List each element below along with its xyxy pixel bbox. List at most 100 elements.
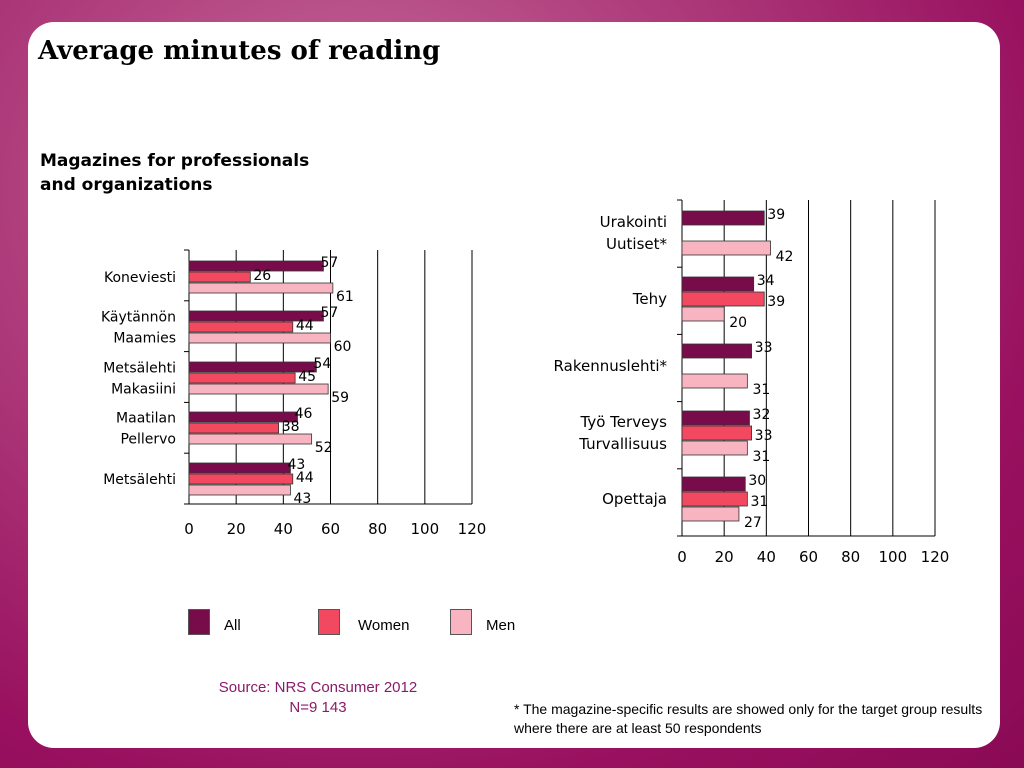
category-label: Opettaja	[602, 490, 667, 508]
bar-all	[681, 343, 752, 359]
legend-swatch-women	[318, 609, 340, 635]
chart-1: 0 20 40 60 80 100 120 Koneviesti 57 26 61 Käytännön…	[101, 249, 487, 538]
data-label-women: 33	[755, 428, 773, 444]
bar-men	[681, 440, 748, 456]
x-tick-label: 80	[368, 520, 387, 538]
data-label-all: 32	[753, 407, 771, 423]
x-tick-label: 120	[458, 520, 487, 538]
category-label: Uutiset*	[606, 235, 667, 253]
bar-women	[681, 425, 752, 441]
data-label-all: 39	[767, 207, 785, 223]
x-tick-label: 0	[184, 520, 194, 538]
legend-label-men: Men	[486, 617, 516, 634]
bar-all	[188, 462, 291, 474]
bar-women	[681, 491, 748, 507]
data-label-men: 31	[752, 382, 770, 398]
category-label: Turvallisuus	[578, 435, 667, 453]
bar-men	[188, 433, 313, 445]
bar-all	[681, 276, 755, 292]
x-tick-label: 20	[715, 548, 734, 566]
category-label: Pellervo	[120, 432, 176, 448]
subtitle-line-2: and organizations	[40, 175, 213, 195]
bar-all	[188, 411, 298, 423]
bar-all	[681, 410, 750, 426]
legend-label-all: All	[224, 617, 241, 634]
bar-men	[681, 306, 725, 322]
bar-men	[188, 383, 329, 395]
data-label-women: 45	[298, 369, 316, 385]
bar-all	[188, 260, 324, 272]
legend-swatch-all	[188, 609, 210, 635]
bar-women	[188, 422, 280, 434]
data-label-men: 60	[334, 339, 352, 355]
data-label-women: 26	[253, 268, 271, 284]
category-label: Tehy	[632, 290, 667, 308]
x-tick-label: 40	[274, 520, 293, 538]
category-label: Metsälehti	[103, 472, 176, 488]
data-label-all: 46	[295, 406, 313, 422]
x-tick-label: 40	[757, 548, 776, 566]
subtitle-line-1: Magazines for professionals	[40, 151, 310, 171]
page-title: Average minutes of reading	[38, 36, 441, 66]
data-label-men: 61	[336, 289, 354, 305]
category-label: Koneviesti	[104, 270, 176, 286]
data-label-men: 20	[729, 315, 747, 331]
data-label-women: 44	[296, 470, 314, 486]
data-label-all: 57	[321, 255, 339, 271]
data-label-all: 54	[313, 356, 331, 372]
bar-women	[188, 271, 251, 283]
x-tick-label: 100	[411, 520, 440, 538]
legend-label-women: Women	[358, 617, 410, 634]
x-tick-label: 60	[799, 548, 818, 566]
bar-men	[681, 240, 771, 256]
source-line-2: N=9 143	[289, 699, 347, 716]
bar-all	[681, 476, 746, 492]
data-label-all: 57	[321, 305, 339, 321]
data-label-all: 43	[287, 457, 305, 473]
legend: All Women Men	[188, 609, 568, 639]
category-label: Maatilan	[116, 411, 176, 427]
x-tick-label: 60	[321, 520, 340, 538]
category-label: Maamies	[113, 331, 176, 347]
x-tick-label: 120	[921, 548, 950, 566]
data-label-men: 52	[315, 440, 333, 456]
category-label: Työ Terveys	[580, 413, 668, 431]
bar-women	[681, 291, 765, 307]
data-label-women: 38	[282, 419, 300, 435]
footnote: * The magazine-specific results are show…	[514, 701, 983, 736]
bar-all	[681, 210, 765, 226]
data-label-all: 34	[757, 273, 775, 289]
bar-all	[188, 310, 324, 322]
bar-women	[188, 372, 296, 384]
bar-women	[188, 473, 294, 485]
bar-men	[188, 282, 334, 294]
data-label-men: 43	[293, 491, 311, 507]
data-label-men: 27	[744, 515, 762, 531]
data-label-women: 39	[767, 294, 785, 310]
data-label-men: 59	[331, 390, 349, 406]
category-label: Urakointi	[600, 213, 667, 231]
bar-men	[681, 506, 740, 522]
source-note: Source: NRS Consumer 2012 N=9 143	[178, 678, 458, 718]
data-label-women: 31	[750, 494, 768, 510]
x-tick-label: 80	[841, 548, 860, 566]
chart-2: 0 20 40 60 80 100 120 Urakointi Uutiset* 39 42 Tehy…	[554, 199, 950, 566]
category-label: Metsälehti	[103, 361, 176, 377]
category-label: Rakennuslehti*	[554, 357, 668, 375]
legend-swatch-men	[450, 609, 472, 635]
x-tick-label: 0	[677, 548, 687, 566]
bar-all	[188, 361, 317, 373]
x-tick-label: 100	[879, 548, 908, 566]
data-label-men: 31	[752, 449, 770, 465]
category-label: Makasiini	[111, 382, 176, 398]
data-label-all: 33	[755, 340, 773, 356]
x-tick-label: 20	[227, 520, 246, 538]
data-label-all: 30	[748, 473, 766, 489]
chart-subtitle: Magazines for professionals and organiza…	[40, 149, 309, 197]
source-line-1: Source: NRS Consumer 2012	[218, 679, 418, 696]
bar-men	[188, 484, 291, 496]
bar-women	[188, 321, 294, 333]
category-label: Käytännön	[101, 310, 176, 326]
bar-men	[681, 373, 748, 389]
